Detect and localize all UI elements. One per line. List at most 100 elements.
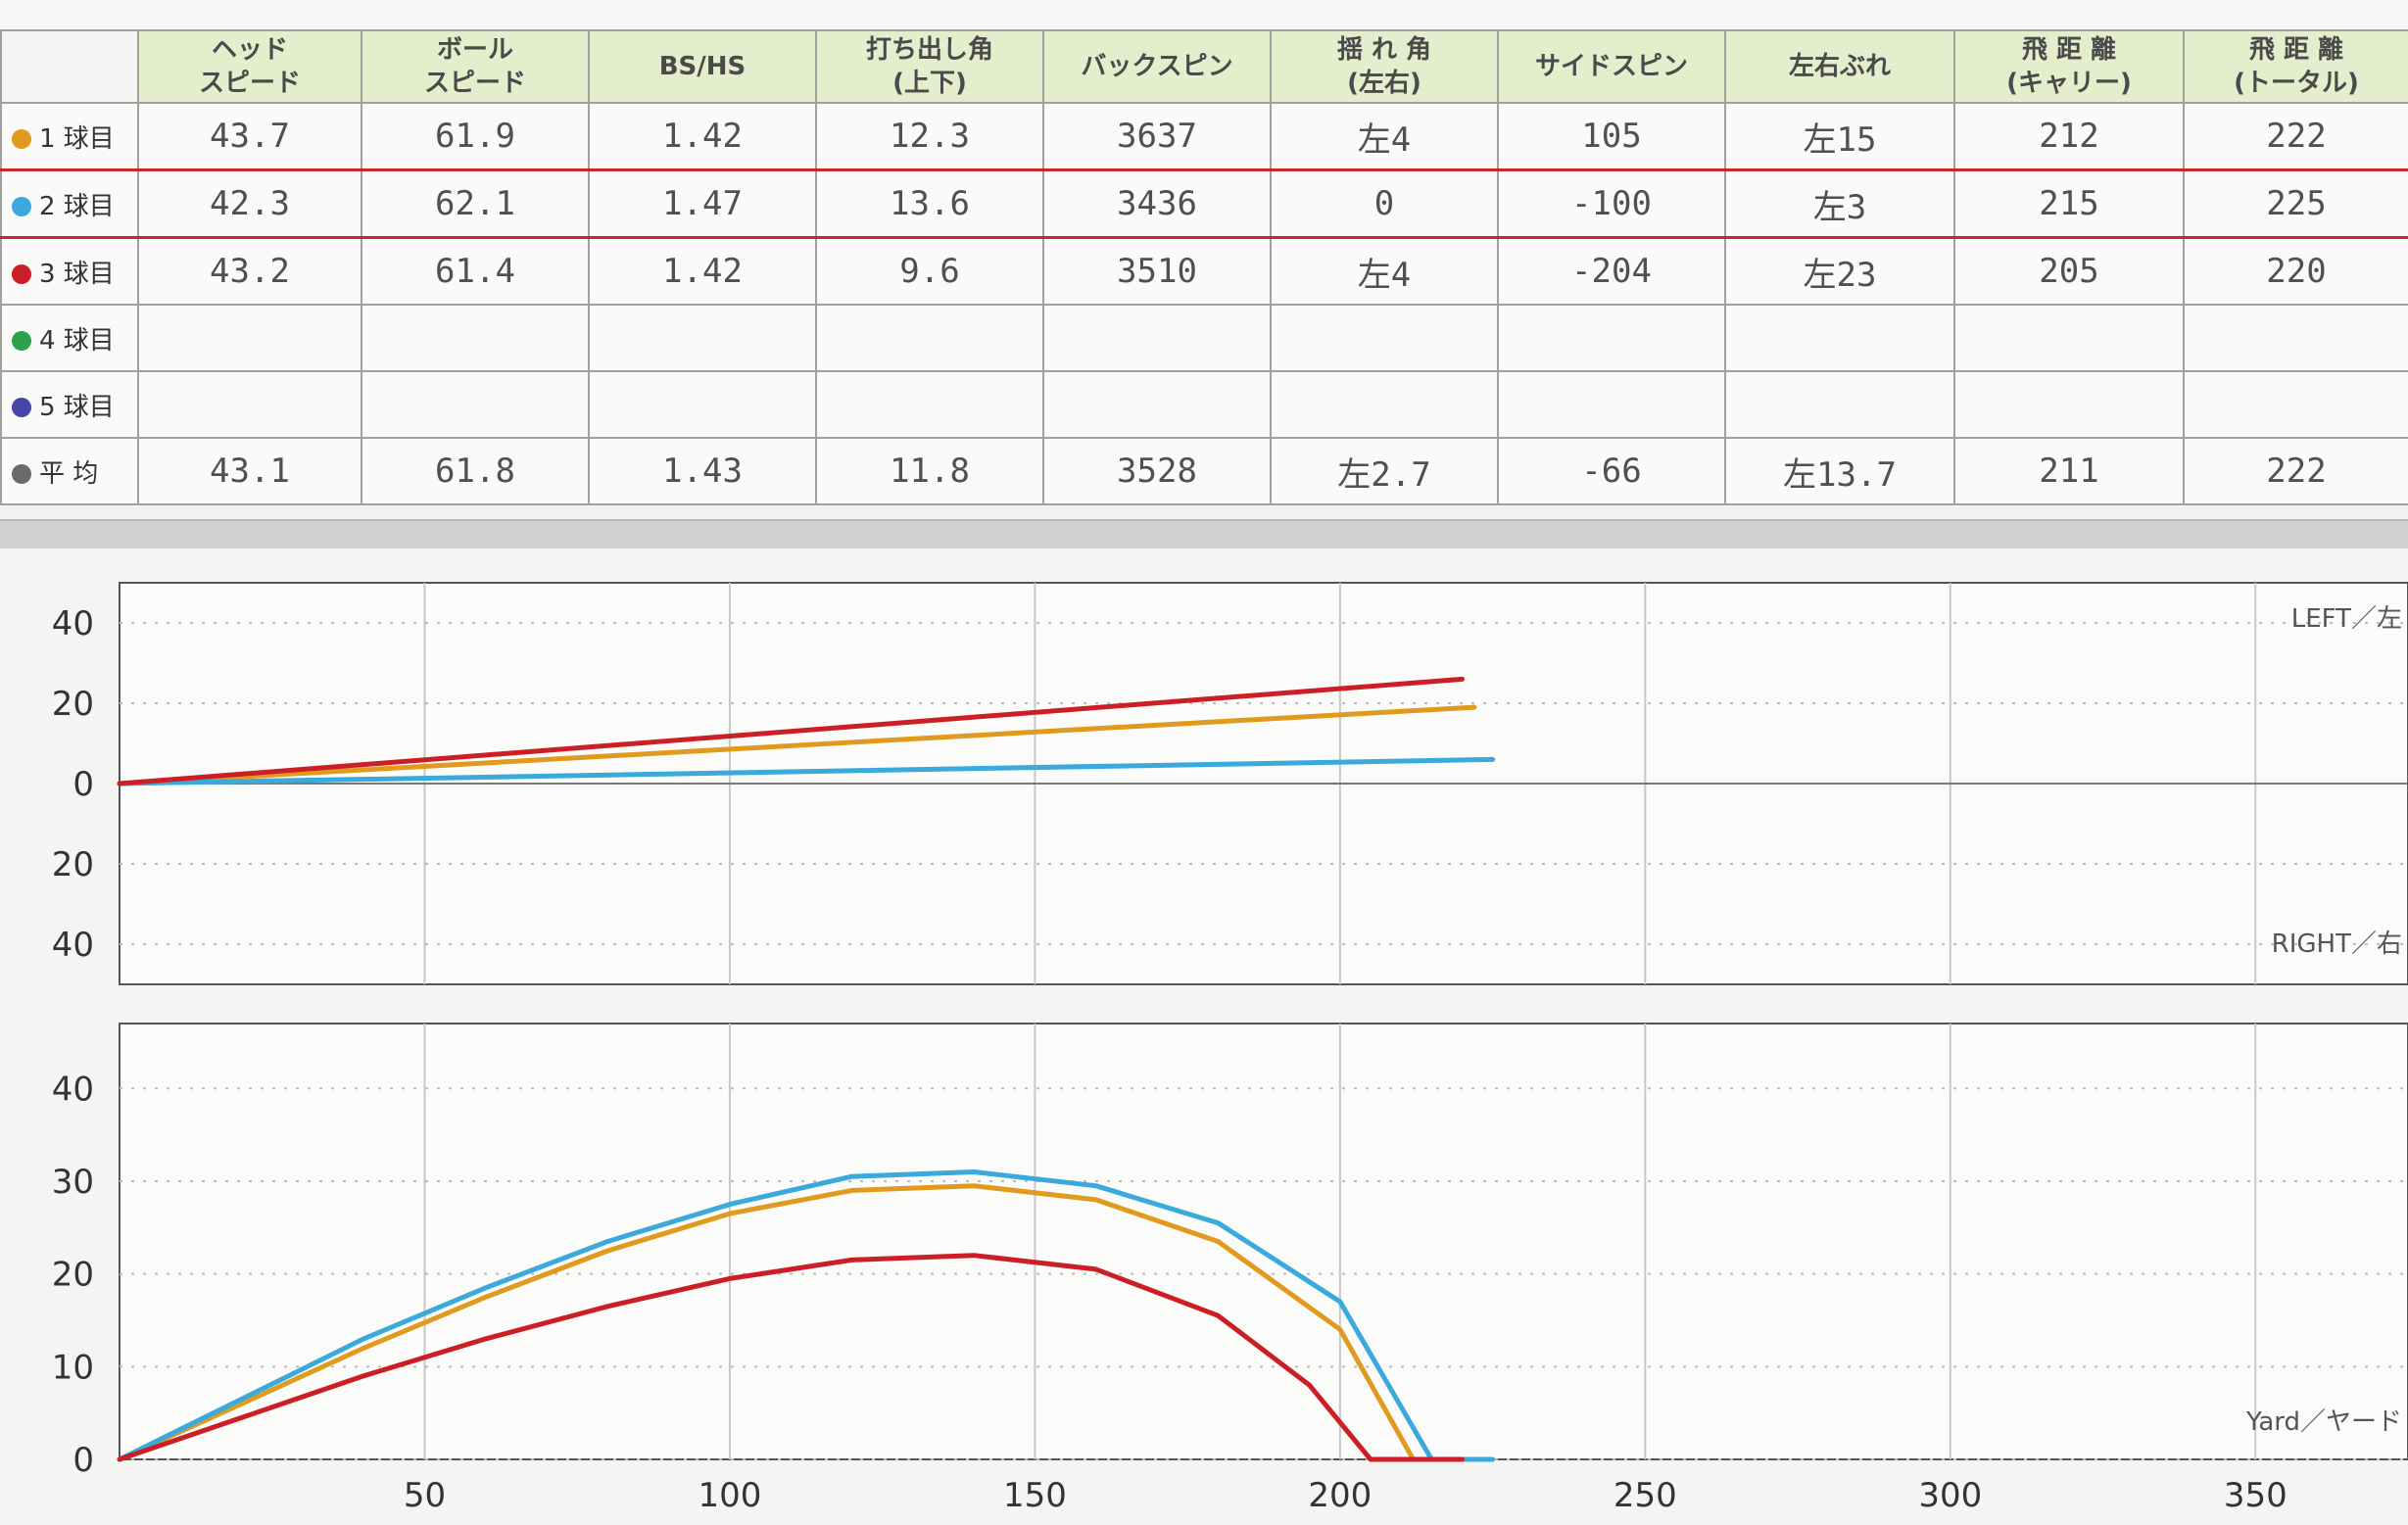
col-offline: 左右ぶれ — [1724, 29, 1955, 104]
cell-smash-factor: 1.42 — [588, 102, 817, 171]
col-head-speed: ヘッド スピード — [137, 29, 362, 104]
row-label-text: 5 球目 — [39, 392, 115, 422]
cell-side-angle: 0 — [1270, 168, 1499, 239]
cell-backspin — [1042, 370, 1272, 439]
cell-backspin: 3510 — [1042, 236, 1272, 306]
table-corner-cell — [0, 29, 139, 104]
shot-color-dot — [12, 464, 31, 484]
cell-ball-speed: 61.8 — [361, 437, 590, 505]
cell-offline: 左13.7 — [1724, 437, 1955, 505]
row-label-text: 4 球目 — [39, 325, 115, 356]
cell-backspin: 3528 — [1042, 437, 1272, 505]
left-direction-label: LEFT／左 — [2291, 604, 2402, 634]
cell-ball-speed — [361, 370, 590, 439]
cell-sidespin: -100 — [1497, 168, 1726, 239]
cell-smash-factor: 1.43 — [588, 437, 817, 505]
col-smash-factor: BS/HS — [588, 29, 817, 104]
side-view-chart: 50 100 150 200 250 300 350 0 10 20 30 40 Yard／ヤード — [52, 1023, 2408, 1515]
row-label: 平 均 — [0, 437, 139, 505]
table-row: 1 球目 43.7 61.9 1.42 12.3 3637 左4 105 左15 212 222 — [0, 102, 2408, 171]
col-total: 飛 距 離 (トータル) — [2183, 29, 2408, 104]
cell-offline — [1724, 304, 1955, 372]
row-label-text: 平 均 — [39, 458, 99, 489]
y-tick-label: 20 — [52, 685, 94, 724]
cell-sidespin — [1497, 304, 1726, 372]
cell-sidespin: 105 — [1497, 102, 1726, 171]
cell-launch-angle: 9.6 — [815, 236, 1044, 306]
col-launch-angle: 打ち出し角 (上下) — [815, 29, 1044, 104]
cell-side-angle — [1270, 304, 1499, 372]
row-label-text: 2 球目 — [39, 191, 115, 221]
cell-offline: 左3 — [1724, 168, 1955, 239]
cell-total: 222 — [2183, 102, 2408, 171]
y-tick-label: 20 — [52, 1256, 94, 1295]
cell-ball-speed: 62.1 — [361, 168, 590, 239]
cell-total — [2183, 304, 2408, 372]
row-label: 5 球目 — [0, 370, 139, 439]
table-row: 4 球目 — [0, 304, 2408, 372]
col-sidespin: サイドスピン — [1497, 29, 1726, 104]
right-direction-label: RIGHT／右 — [2272, 929, 2402, 959]
cell-head-speed: 43.1 — [137, 437, 362, 505]
row-label: 1 球目 — [0, 102, 139, 171]
cell-carry: 205 — [1953, 236, 2185, 306]
cell-smash-factor — [588, 304, 817, 372]
x-tick-label: 100 — [698, 1476, 761, 1515]
table-row: 3 球目 43.2 61.4 1.42 9.6 3510 左4 -204 左23 205 220 — [0, 236, 2408, 306]
shot-color-dot — [12, 331, 31, 351]
shot-color-dot — [12, 197, 31, 216]
cell-ball-speed — [361, 304, 590, 372]
series-line-1 — [117, 704, 1477, 786]
series-line-2 — [117, 1169, 1496, 1462]
cell-sidespin: -66 — [1497, 437, 1726, 505]
col-carry: 飛 距 離 (キャリー) — [1953, 29, 2185, 104]
cell-launch-angle — [815, 304, 1044, 372]
cell-carry — [1953, 370, 2185, 439]
col-side-angle: 揺 れ 角 (左右) — [1270, 29, 1499, 104]
shot-data-panel: ヘッド スピード ボール スピード BS/HS 打ち出し角 (上下) バックスピン 揺… — [0, 0, 2408, 505]
y-tick-label: 40 — [52, 926, 94, 965]
cell-launch-angle — [815, 370, 1044, 439]
cell-backspin: 3436 — [1042, 168, 1272, 239]
cell-side-angle — [1270, 370, 1499, 439]
shot-color-dot — [12, 398, 31, 417]
y-tick-label: 30 — [52, 1163, 94, 1202]
cell-offline: 左23 — [1724, 236, 1955, 306]
cell-side-angle: 左4 — [1270, 102, 1499, 171]
cell-total: 220 — [2183, 236, 2408, 306]
col-backspin: バックスピン — [1042, 29, 1272, 104]
series-line-2 — [117, 756, 1496, 786]
cell-smash-factor: 1.47 — [588, 168, 817, 239]
panel-divider — [0, 519, 2408, 552]
x-tick-label: 250 — [1613, 1476, 1677, 1515]
x-tick-label: 150 — [1003, 1476, 1067, 1515]
shot-color-dot — [12, 129, 31, 149]
y-tick-label: 10 — [52, 1348, 94, 1387]
x-tick-label: 200 — [1308, 1476, 1372, 1515]
cell-total: 222 — [2183, 437, 2408, 505]
top-view-chart: 40 20 0 20 40 LEFT／左 RIGHT／右 — [52, 582, 2408, 985]
row-label: 3 球目 — [0, 236, 139, 306]
cell-side-angle: 左2.7 — [1270, 437, 1499, 505]
cell-carry: 215 — [1953, 168, 2185, 239]
col-ball-speed: ボール スピード — [361, 29, 590, 104]
cell-smash-factor — [588, 370, 817, 439]
cell-carry — [1953, 304, 2185, 372]
plot-area — [119, 1023, 2408, 1460]
cell-total — [2183, 370, 2408, 439]
table-row: 平 均 43.1 61.8 1.43 11.8 3528 左2.7 -66 左13.7 211 22… — [0, 437, 2408, 505]
cell-ball-speed: 61.9 — [361, 102, 590, 171]
cell-carry: 211 — [1953, 437, 2185, 505]
cell-launch-angle: 12.3 — [815, 102, 1044, 171]
y-tick-label: 20 — [52, 845, 94, 884]
cell-head-speed — [137, 304, 362, 372]
table-row: 5 球目 — [0, 370, 2408, 439]
table-row: 2 球目 42.3 62.1 1.47 13.6 3436 0 -100 左3 215 225 — [0, 168, 2408, 239]
x-tick-label: 50 — [404, 1476, 446, 1515]
y-tick-label: 40 — [52, 604, 94, 643]
row-label-text: 1 球目 — [39, 123, 115, 154]
cell-total: 225 — [2183, 168, 2408, 239]
shot-data-table: ヘッド スピード ボール スピード BS/HS 打ち出し角 (上下) バックスピン 揺… — [0, 29, 2408, 505]
cell-smash-factor: 1.42 — [588, 236, 817, 306]
cell-side-angle: 左4 — [1270, 236, 1499, 306]
